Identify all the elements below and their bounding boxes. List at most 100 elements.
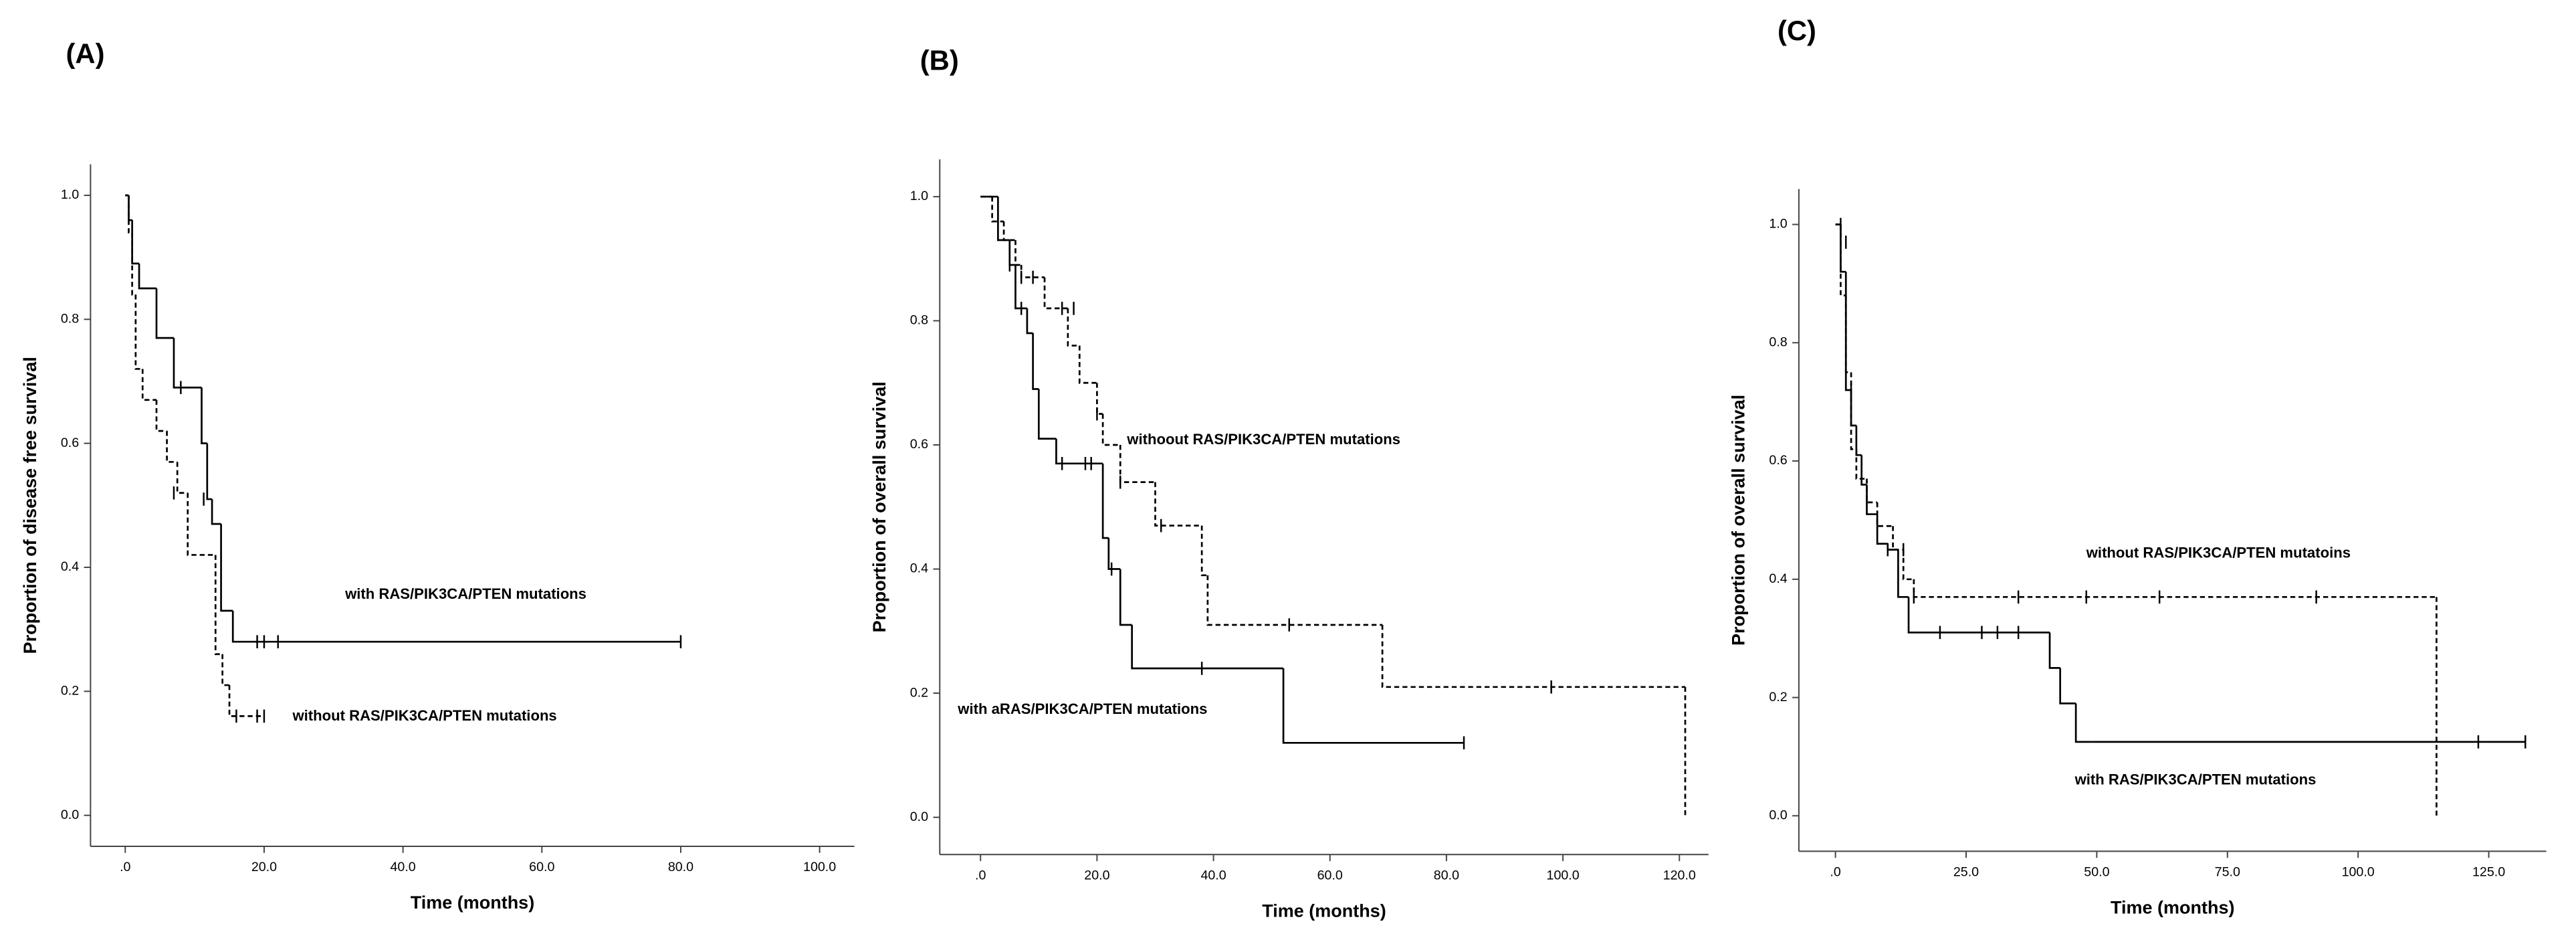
x-tick-label: 120.0: [1663, 868, 1696, 882]
survival-step: [1860, 455, 1867, 486]
panel: (C) 0.0 0.2 0.4 0.6 0.8 1.0 .0 25.0 50.0 75.0 100.0…: [1729, 15, 2547, 917]
survival-step: [1282, 668, 1465, 744]
survival-step: [138, 263, 157, 290]
survival-step: [1892, 526, 1904, 551]
survival-step: [166, 431, 178, 463]
y-tick-label: 0.0: [1769, 808, 1787, 823]
survival-step: [1119, 569, 1132, 626]
y-tick-label: 0.6: [910, 437, 928, 452]
y-tick-label: 1.0: [910, 189, 928, 203]
y-tick-label: 0.6: [1769, 453, 1787, 468]
survival-step: [211, 499, 221, 525]
series-label: with RAS/PIK3CA/PTEN mutations: [2074, 771, 2317, 788]
survival-step: [155, 288, 174, 339]
y-tick-label: 1.0: [61, 187, 79, 202]
x-tick-label: 50.0: [2084, 864, 2109, 879]
survival-step: [1101, 463, 1109, 539]
x-tick-label: .0: [975, 868, 986, 882]
survival-step: [1101, 413, 1121, 446]
survival-step: [1014, 264, 1027, 310]
survival-step: [201, 387, 207, 444]
y-axis-label: Proportion of overall survival: [1729, 395, 1749, 646]
x-tick-label: 80.0: [668, 860, 693, 874]
x-tick-label: 75.0: [2215, 864, 2240, 879]
survival-step: [231, 610, 681, 643]
x-tick-label: 100.0: [803, 860, 836, 874]
y-tick-label: 0.8: [1769, 335, 1787, 349]
x-tick-label: 80.0: [1434, 868, 1459, 882]
x-tick-label: 100.0: [1547, 868, 1580, 882]
y-tick-label: 0.2: [1769, 690, 1787, 704]
survival-step: [128, 195, 132, 233]
survival-step: [173, 338, 202, 389]
x-tick-label: 20.0: [251, 860, 277, 874]
survival-step: [1078, 345, 1097, 384]
y-axis-label: Proportion of disease free survival: [20, 357, 40, 654]
x-tick-label: 40.0: [1200, 868, 1226, 882]
series-label: with aRAS/PIK3CA/PTEN mutations: [957, 700, 1207, 717]
survival-step: [1840, 224, 1846, 296]
survival-step: [214, 555, 223, 656]
survival-step: [1026, 308, 1033, 335]
x-axis-label: Time (months): [1262, 901, 1386, 921]
survival-step: [1876, 502, 1893, 527]
survival-step: [134, 294, 143, 370]
survival-step: [1107, 538, 1121, 570]
survival-step: [1032, 333, 1039, 390]
survival-step: [131, 232, 136, 296]
survival-step: [1055, 438, 1103, 465]
survival-step: [1876, 514, 1888, 545]
x-axis-label: Time (months): [2111, 897, 2235, 917]
survival-step: [1200, 525, 1208, 577]
x-tick-label: 60.0: [529, 860, 554, 874]
x-tick-label: .0: [120, 860, 130, 874]
y-tick-label: 0.6: [61, 436, 79, 450]
survival-step: [141, 369, 157, 401]
x-tick-label: 100.0: [2342, 864, 2375, 879]
y-tick-label: 0.0: [910, 810, 928, 824]
panel-title: (B): [920, 44, 959, 76]
y-tick-label: 1.0: [1769, 217, 1787, 231]
survival-step: [1855, 449, 1867, 480]
y-tick-label: 0.4: [1769, 571, 1787, 586]
survival-step: [187, 492, 216, 556]
survival-step: [221, 654, 230, 686]
x-tick-label: 60.0: [1317, 868, 1343, 882]
y-axis-label: Proportion of overall survival: [869, 381, 889, 632]
panel-title: (A): [66, 38, 105, 70]
survival-step: [1907, 597, 2050, 634]
survival-step: [1897, 549, 1909, 598]
survival-step: [155, 399, 167, 432]
panel: (A) 0.0 0.2 0.4 0.6 0.8 1.0 .0 20.0 40.0 60.0 80.0 1…: [20, 38, 855, 913]
survival-step: [1206, 575, 1383, 626]
x-tick-label: .0: [1830, 864, 1840, 879]
survival-step: [1902, 549, 1914, 581]
series-label: with RAS/PIK3CA/PTEN mutations: [344, 585, 586, 602]
x-tick-label: 40.0: [390, 860, 415, 874]
survival-step: [206, 443, 213, 500]
series-label: without RAS/PIK3CA/PTEN mutatoins: [2086, 545, 2351, 561]
survival-step: [2059, 668, 2076, 704]
survival-step: [1850, 389, 1856, 427]
survival-step: [1913, 579, 2437, 598]
survival-step: [1381, 625, 1685, 688]
survival-step: [997, 196, 1010, 242]
survival-step: [1855, 426, 1862, 456]
series-label: without RAS/PIK3CA/PTEN mutations: [292, 707, 556, 724]
panel-title: (C): [1778, 15, 1816, 46]
survival-step: [1043, 277, 1068, 310]
survival-step: [1067, 308, 1080, 347]
x-tick-label: 20.0: [1084, 868, 1109, 882]
survival-step: [228, 685, 264, 717]
y-tick-label: 0.2: [910, 685, 928, 700]
survival-step: [1844, 272, 1852, 391]
survival-step: [176, 462, 188, 494]
survival-step: [131, 220, 140, 265]
survival-step: [220, 524, 233, 612]
survival-step: [1008, 240, 1016, 266]
survival-step: [1866, 484, 1878, 515]
survival-step: [1131, 625, 1284, 670]
survival-step: [1014, 240, 1022, 266]
survival-step: [2048, 632, 2060, 669]
survival-step: [1119, 444, 1156, 484]
